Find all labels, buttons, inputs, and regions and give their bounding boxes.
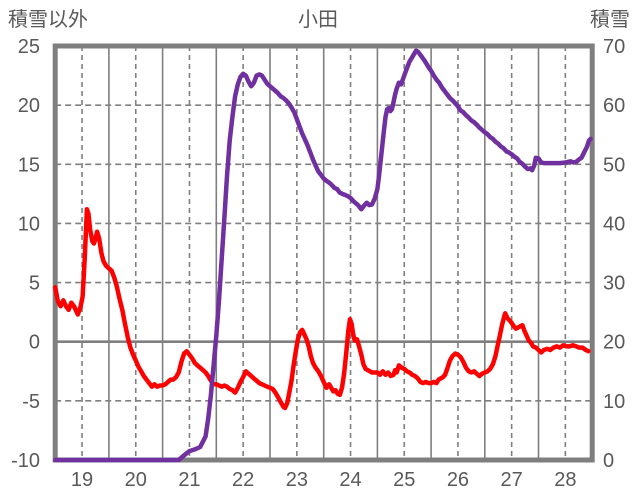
series-line-red <box>52 206 591 411</box>
x-axis-tick-label: 23 <box>286 469 308 491</box>
x-axis-tick-label: 28 <box>554 469 576 491</box>
right-axis-tick-label: 30 <box>603 273 625 295</box>
left-axis-tick-label: -10 <box>11 450 40 472</box>
x-axis-tick-label: 25 <box>393 469 415 491</box>
chart-title: 小田 <box>298 9 338 31</box>
right-axis-tick-label: 60 <box>603 95 625 117</box>
x-axis-tick-label: 24 <box>339 469 361 491</box>
x-axis-tick-label: 19 <box>71 469 93 491</box>
left-axis-tick-label: 20 <box>18 95 40 117</box>
left-axis-title: 積雪以外 <box>8 9 88 31</box>
right-axis-tick-label: 70 <box>603 36 625 58</box>
left-axis-tick-label: 25 <box>18 36 40 58</box>
right-axis-title: 積雪 <box>590 9 630 31</box>
right-axis-tick-label: 40 <box>603 213 625 235</box>
plot-frame <box>52 43 595 463</box>
right-axis-tick-label: 0 <box>603 450 614 472</box>
x-axis-tick-label: 26 <box>447 469 469 491</box>
right-axis-tick-label: 20 <box>603 332 625 354</box>
left-axis-tick-label: 10 <box>18 213 40 235</box>
right-axis-tick-label: 10 <box>603 391 625 413</box>
series-line-purple <box>52 48 593 463</box>
x-axis-tick-label: 27 <box>501 469 523 491</box>
right-axis-tick-label: 50 <box>603 154 625 176</box>
left-axis-tick-label: -5 <box>22 391 40 413</box>
x-axis-tick-label: 20 <box>125 469 147 491</box>
left-axis-tick-label: 0 <box>29 332 40 354</box>
x-axis-tick-label: 22 <box>232 469 254 491</box>
x-axis-tick-label: 21 <box>178 469 200 491</box>
left-axis-tick-label: 5 <box>29 273 40 295</box>
left-axis-tick-label: 15 <box>18 154 40 176</box>
